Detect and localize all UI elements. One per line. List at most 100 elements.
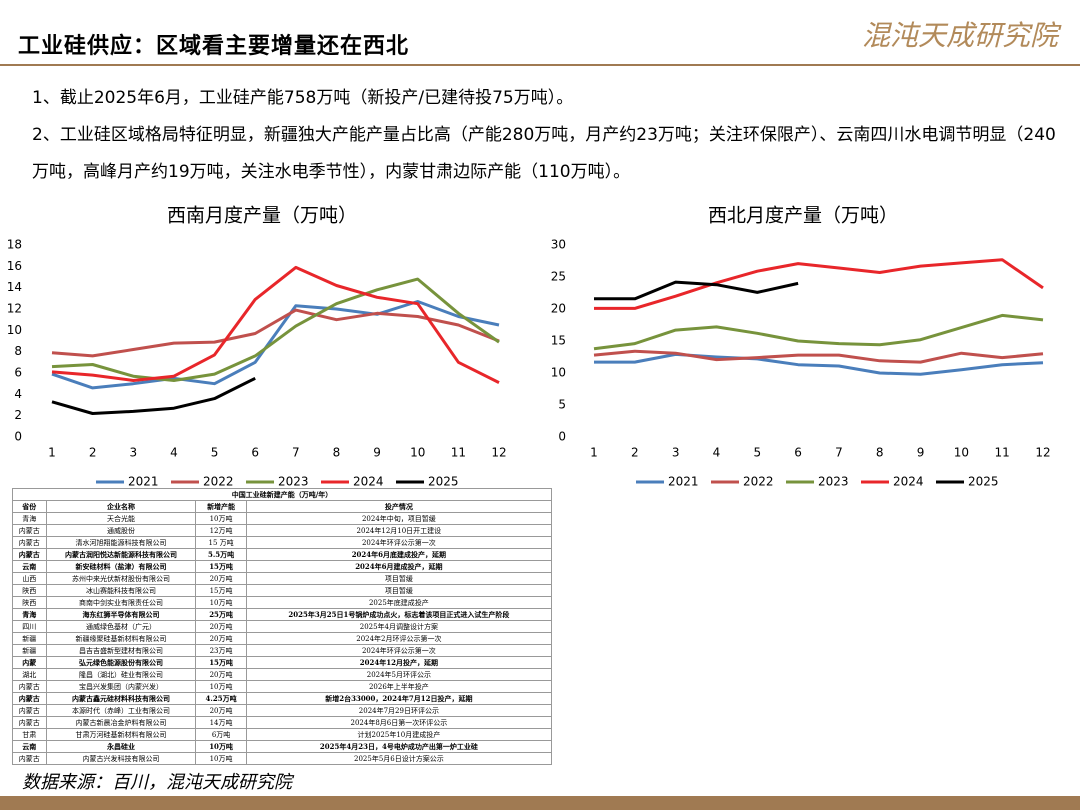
logo: 混沌天成研究院 [861, 19, 1058, 52]
table-row: 内蒙古 通威股份 12万吨 2024年12月10日开工建设 [12, 524, 553, 537]
table-cell: 项目暂缓 [245, 572, 553, 585]
table-row: 山西 苏州中来光伏新材股份有限公司 20万吨 项目暂缓 [12, 572, 553, 585]
table-cell: 20万吨 [195, 704, 247, 717]
capacity-table: 中国工业硅新建产能（万吨/年） 省份 企业名称 新增产能 投产情况 青海 天合光能 10万吨 2… [12, 488, 553, 765]
table-cell: 内蒙古 [12, 704, 47, 717]
legend-label: 2024 [893, 475, 924, 489]
y-tick-label: 25 [551, 270, 566, 284]
series-line [593, 313, 1044, 351]
table-cell: 宝昌兴发集团（内蒙兴发） [45, 680, 197, 693]
table-cell: 苏州中来光伏新材股份有限公司 [45, 572, 197, 585]
x-tick-label: 10 [954, 446, 969, 460]
table-cell: 内蒙古 [12, 536, 47, 549]
y-tick-label: 0 [14, 430, 22, 444]
bullet: 2、工业硅区域格局特征明显，新疆独大产能产量占比高（产能280万吨，月产约23万… [32, 125, 1056, 182]
series-line [593, 349, 1044, 364]
x-tick-label: 8 [333, 446, 341, 460]
x-tick-label: 6 [251, 446, 259, 460]
legend-label: 2023 [818, 475, 849, 489]
table-cell: 25万吨 [195, 608, 247, 621]
table-cell: 新安硅材料（盐津）有限公司 [45, 560, 197, 573]
table-row: 内蒙古 内蒙古鑫元硅材料科技有限公司 4.25万吨 新增2台33000，2024年7月… [12, 692, 553, 705]
x-tick-label: 10 [410, 446, 425, 460]
table-cell: 内蒙古 [12, 692, 47, 705]
table-row: 甘肃 甘肃万河硅基新材料有限公司 6万吨 计划2025年10月建成投产 [12, 728, 553, 741]
series-line [594, 258, 1044, 310]
table-row: 内蒙古 清水河旭翔能源科技有限公司 15 万吨 2024年环评公示第一次 [12, 536, 553, 549]
column-header: 投产情况 [245, 500, 553, 513]
table-cell: 通威绿色基材（广元） [45, 620, 197, 633]
table-cell: 2024年环评公示第一次 [245, 536, 553, 549]
table-cell: 天合光能 [45, 512, 197, 525]
table-cell: 15万吨 [195, 584, 247, 597]
table-cell: 隆昌（湖北）硅业有限公司 [45, 668, 197, 681]
chart-title: 西北月度产量（万吨） [708, 205, 898, 227]
table-cell: 2024年12月10日开工建设 [245, 524, 553, 537]
table-cell: 内蒙古兴发科技有限公司 [45, 752, 197, 765]
x-tick-label: 8 [876, 446, 884, 460]
table-cell: 计划2025年10月建成投产 [245, 728, 553, 741]
table-cell: 新疆 [12, 644, 47, 657]
table-cell: 青海 [12, 608, 47, 621]
table-row: 云南 新安硅材料（盐津）有限公司 15万吨 2024年6月建成投产，延期 [12, 560, 553, 573]
table-cell: 内蒙 [12, 656, 47, 669]
series-line [51, 265, 500, 384]
legend-label: 2021 [668, 475, 699, 489]
table-cell: 内蒙古 [12, 680, 47, 693]
table-cell: 2024年2月环评公示第一次 [245, 632, 553, 645]
table-cell: 10万吨 [195, 596, 247, 609]
table-cell: 海东红狮半导体有限公司 [45, 608, 197, 621]
table-cell: 20万吨 [195, 632, 247, 645]
table-row: 内蒙古 内蒙古润阳悦达新能源科技有限公司 5.5万吨 2024年6月底建成投产，延期 [12, 548, 553, 561]
table-cell: 10万吨 [195, 752, 247, 765]
source: 数据来源：百川，混沌天成研究院 [22, 772, 292, 793]
table-row: 云南 永昌硅业 10万吨 2025年4月23日，4号电炉成功产出第一炉工业硅 [12, 740, 553, 753]
table-cell: 青海 [12, 512, 47, 525]
table-cell: 2025年5月6日设计方案公示 [245, 752, 553, 765]
table-cell: 内蒙古 [12, 716, 47, 729]
series-line [51, 277, 500, 382]
x-tick-label: 12 [491, 446, 506, 460]
x-tick-label: 4 [713, 446, 721, 460]
x-tick-label: 3 [129, 446, 137, 460]
series-line [594, 280, 799, 301]
table-cell: 云南 [12, 740, 47, 753]
legend-label: 2021 [128, 475, 159, 489]
table-cell: 四川 [12, 620, 47, 633]
y-tick-label: 0 [558, 430, 566, 444]
table-cell: 新疆缘聚硅基新材料有限公司 [45, 632, 197, 645]
y-tick-label: 10 [551, 366, 566, 380]
table-cell: 23万吨 [195, 644, 247, 657]
x-tick-label: 2 [631, 446, 639, 460]
slide-title: 工业硅供应：区域看主要增量还在西北 [18, 34, 410, 59]
table-cell: 2025年底建成投产 [245, 596, 553, 609]
column-header: 新增产能 [195, 500, 247, 513]
x-tick-label: 12 [1035, 446, 1050, 460]
table-cell: 20万吨 [195, 572, 247, 585]
table-cell: 4.25万吨 [195, 692, 247, 705]
table-row: 陕西 冰山赛能科技有限公司 15万吨 项目暂缓 [12, 584, 553, 597]
table-cell: 项目暂缓 [245, 584, 553, 597]
legend-label: 2025 [428, 475, 459, 489]
y-tick-label: 30 [551, 238, 566, 252]
x-tick-label: 1 [48, 446, 56, 460]
column-header: 省份 [12, 500, 47, 513]
table-cell: 内蒙古润阳悦达新能源科技有限公司 [45, 548, 197, 561]
table-cell: 10万吨 [195, 512, 247, 525]
y-tick-label: 10 [7, 323, 22, 337]
table-cell: 2024年6月底建成投产，延期 [245, 548, 553, 561]
y-tick-label: 6 [14, 366, 22, 380]
x-tick-label: 3 [672, 446, 680, 460]
table-row: 内蒙 弘元绿色能源股份有限公司 15万吨 2024年12月投产，延期 [12, 656, 553, 669]
x-tick-label: 7 [292, 446, 300, 460]
table-row: 湖北 隆昌（湖北）硅业有限公司 20万吨 2024年5月环评公示 [12, 668, 553, 681]
table-cell: 15万吨 [195, 656, 247, 669]
header-rule [0, 64, 1080, 66]
table-cell: 陕西 [12, 584, 47, 597]
x-tick-label: 9 [917, 446, 925, 460]
table-title-row: 中国工业硅新建产能（万吨/年） [12, 488, 552, 501]
table-cell: 内蒙古新晨冶金炉料有限公司 [45, 716, 197, 729]
legend-label: 2025 [968, 475, 999, 489]
legend-label: 2022 [743, 475, 774, 489]
table-cell: 冰山赛能科技有限公司 [45, 584, 197, 597]
